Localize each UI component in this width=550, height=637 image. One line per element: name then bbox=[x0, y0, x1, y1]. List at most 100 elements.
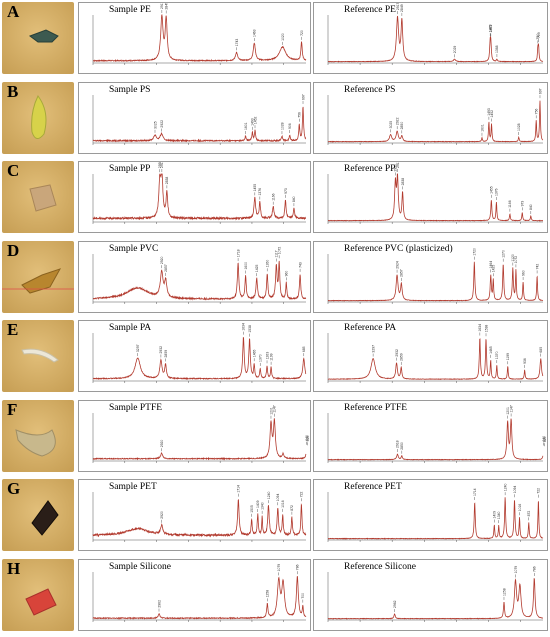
peak-label: 3297 bbox=[136, 344, 140, 352]
peak-label: 1538 bbox=[248, 325, 252, 333]
peak-label: 1199 bbox=[269, 353, 273, 360]
reference-spectrum-line bbox=[327, 497, 544, 540]
peak-label: 1370 bbox=[259, 354, 263, 362]
panel-letter: G bbox=[7, 479, 21, 498]
peak-label: 1079 bbox=[514, 565, 518, 573]
reference-spectrum-line bbox=[327, 15, 544, 63]
peak-label: 936 bbox=[523, 358, 527, 364]
peak-label: 1634 bbox=[478, 324, 482, 332]
peak-label: 1600 bbox=[244, 261, 248, 269]
sample-photo bbox=[2, 161, 74, 233]
reference-title: Reference PS bbox=[344, 84, 396, 95]
peak-label: 1720 bbox=[473, 248, 477, 256]
peak-label: 1117 bbox=[275, 250, 279, 257]
peak-label: 1020 bbox=[281, 33, 285, 41]
peak-label: 786 bbox=[296, 564, 300, 570]
particle-image bbox=[31, 500, 59, 536]
axis-lines bbox=[327, 571, 543, 620]
peak-label: 2917 bbox=[160, 162, 164, 168]
peak-label: 2850 bbox=[400, 442, 404, 450]
reference-title: Reference PET bbox=[344, 482, 402, 492]
peak-label: 1079 bbox=[277, 563, 281, 571]
peak-label: 730 bbox=[536, 34, 540, 40]
particle-image bbox=[31, 94, 47, 139]
sample-spectrum-line bbox=[92, 106, 307, 143]
peak-label: 1094 bbox=[276, 494, 280, 502]
peak-label: 2962 bbox=[157, 599, 161, 607]
peak-label: 1409 bbox=[256, 500, 260, 508]
peak-label: 720 bbox=[300, 30, 304, 36]
sample-title: Sample Silicone bbox=[109, 561, 172, 572]
sample-title: Sample PET bbox=[109, 482, 157, 492]
peak-label: 2924 bbox=[395, 261, 399, 269]
peak-label: 2838 bbox=[165, 177, 169, 185]
peak-label: 2850 bbox=[400, 121, 404, 129]
sample-spectrum-panel: 2920 1714 1505 1409 1340 1240 1094 1016 872 722 Sa… bbox=[78, 479, 311, 551]
peak-label: 1072 bbox=[277, 246, 281, 254]
peak-label: 2922 bbox=[160, 119, 164, 127]
peak-label: 2859 bbox=[400, 353, 404, 361]
peak-label: 1465 bbox=[252, 349, 256, 357]
peak-label: 1368 bbox=[495, 45, 499, 53]
sample-title: Sample PP bbox=[109, 164, 151, 174]
peak-label: 722 bbox=[300, 491, 304, 497]
reference-spectrum-panel: 1714 1409 1340 1240 1094 1016 872 722 Reference … bbox=[313, 479, 548, 551]
reference-spectrum-plot: 1714 1409 1340 1240 1094 1016 872 722 bbox=[327, 483, 544, 542]
peak-label: 1340 bbox=[497, 511, 501, 519]
particle-image bbox=[29, 184, 57, 212]
peak-label: 2849 bbox=[164, 3, 168, 9]
sample-spectrum-line bbox=[92, 337, 307, 381]
peak-label: 1199 bbox=[506, 353, 510, 360]
peak-label: 1473 bbox=[488, 24, 492, 32]
peak-label: 2920 bbox=[160, 439, 164, 447]
sample-spectrum-plot: 2917 2849 1743 1463 1020 720 bbox=[92, 3, 307, 65]
reference-spectrum-panel: 2918 2850 1201 1147 640 625 Reference PTFE bbox=[313, 399, 548, 472]
peak-label: 1505 bbox=[250, 505, 254, 513]
peak-label: 1201 bbox=[269, 407, 273, 415]
peak-label: 1718 bbox=[236, 249, 240, 257]
peak-label: 786 bbox=[533, 566, 537, 572]
peak-label: 1240 bbox=[503, 483, 507, 491]
sample-photo bbox=[2, 399, 74, 472]
peak-label: 840 bbox=[529, 204, 533, 210]
peak-label: 1714 bbox=[237, 485, 241, 493]
peak-label: 1166 bbox=[271, 193, 275, 200]
peak-label: 1270 bbox=[502, 250, 506, 258]
reference-title: Reference PP bbox=[344, 164, 396, 174]
peak-label: 1166 bbox=[508, 200, 512, 207]
sample-photo bbox=[2, 479, 74, 551]
sample-spectrum-line bbox=[92, 498, 307, 538]
peak-label: 625 bbox=[543, 436, 547, 442]
reference-spectrum-line bbox=[327, 338, 544, 381]
peak-label: 2917 bbox=[396, 162, 400, 168]
spectrum-row-d: D 2920 2857 1718 1600 1425 1260 1117 1072 960 743 S… bbox=[0, 239, 550, 315]
peak-label: 906 bbox=[288, 123, 292, 129]
panel-letter: A bbox=[7, 2, 20, 21]
axis-lines bbox=[92, 253, 306, 302]
sample-spectrum-panel: 3025 2922 1601 1493 1452 1028 906 756 697 Sample … bbox=[78, 81, 311, 154]
sample-title: Sample PE bbox=[109, 5, 151, 15]
peak-label: 2859 bbox=[164, 350, 168, 358]
peak-label: 872 bbox=[290, 505, 294, 511]
peak-label: 697 bbox=[301, 94, 305, 100]
peak-label: 1463 bbox=[253, 29, 257, 37]
peak-label: 756 bbox=[534, 108, 538, 114]
peak-label: 2922 bbox=[395, 117, 399, 125]
peak-label: 625 bbox=[306, 435, 310, 441]
peak-label: 3025 bbox=[153, 121, 157, 129]
reference-spectrum-panel: 2924 2857 1720 1464 1425 1270 1120 1072 960 742 Re… bbox=[313, 240, 548, 313]
peak-label: 1376 bbox=[258, 188, 262, 196]
peak-label: 1260 bbox=[266, 259, 270, 267]
peak-label: 2838 bbox=[401, 178, 405, 186]
peak-label: 1425 bbox=[255, 264, 259, 272]
peak-label: 1147 bbox=[273, 405, 277, 412]
spectrum-row-f: F 2920 1201 1147 640 625 Sample PTFE 2918 2850 12… bbox=[0, 398, 550, 474]
reference-spectrum-plot: 2962 1258 1079 786 bbox=[327, 565, 543, 622]
peak-label: 1425 bbox=[492, 264, 496, 272]
sample-spectrum-plot: 2962 1258 1079 786 700 bbox=[92, 563, 307, 622]
sample-spectrum-panel: 2920 2857 1718 1600 1425 1260 1117 1072 960 743 Sa… bbox=[78, 240, 311, 313]
peak-label: 685 bbox=[539, 347, 543, 353]
